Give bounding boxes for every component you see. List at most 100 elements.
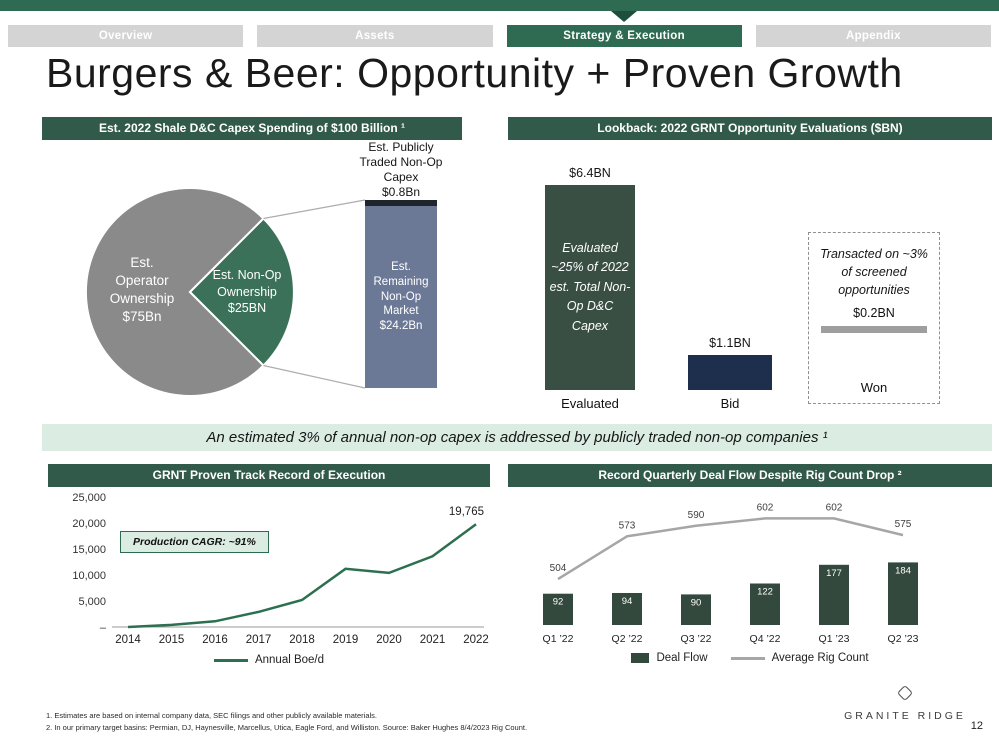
evaluated-category-label: Evaluated [561, 396, 619, 411]
x-tick-label: 2019 [333, 634, 359, 646]
tab-appendix[interactable]: Appendix [755, 25, 991, 47]
rig-count-legend-swatch [730, 656, 765, 660]
y-tick-label: 25,000 [72, 492, 106, 504]
track-record-panel: GRNT Proven Track Record of Execution 25… [48, 464, 490, 666]
remaining-market-callout: Est. Remaining Non-Op Market $24.2Bn [365, 206, 437, 388]
deal-flow-bar [888, 562, 918, 625]
x-tick-label: 2015 [159, 634, 185, 646]
capex-panel: Est. 2022 Shale D&C Capex Spending of $1… [42, 117, 462, 422]
deal-flow-bar-value: 94 [622, 596, 633, 607]
tab-overview[interactable]: Overview [8, 25, 244, 47]
deal-flow-bar [612, 593, 642, 625]
deal-flow-bar [750, 583, 780, 625]
page-title: Burgers & Beer: Opportunity + Proven Gro… [46, 50, 903, 96]
production-line [127, 523, 477, 629]
deal-flow-bar-value: 92 [553, 597, 564, 608]
lookback-chart: $6.4BN Evaluated ~25% of 2022 est. Total… [508, 140, 992, 422]
deal-flow-bar [681, 594, 711, 625]
footnote-2: 2. In our primary target basins: Permian… [46, 722, 528, 732]
y-tick-label: 10,000 [72, 570, 106, 582]
rig-count-value: 602 [826, 502, 843, 513]
deal-flow-bar [819, 564, 849, 625]
tab-assets[interactable]: Assets [257, 25, 493, 47]
publicly-traded-value: $0.8Bn [381, 185, 421, 199]
deal-flow-chart: 92 94 90 122 177 184 504 573 590 602 602 575 Q1 ’22 Q… [508, 487, 992, 664]
x-tick-label: Q1 ’22 [543, 633, 574, 645]
y-tick-label: 20,000 [72, 518, 106, 530]
rig-count-value: 590 [688, 510, 705, 521]
deal-flow-legend: Deal Flow Average Rig Count [508, 652, 992, 664]
x-tick-label: Q3 ’22 [681, 633, 712, 645]
bid-category-label: Bid [720, 396, 740, 411]
annual-boed-legend-label: Annual Boe/d [254, 654, 325, 666]
rig-count-line [557, 517, 904, 581]
top-accent-bar [0, 0, 999, 11]
rig-count-legend-label: Average Rig Count [771, 652, 869, 664]
evaluated-value-label: $6.4BN [569, 166, 611, 180]
x-tick-label: 2021 [420, 634, 446, 646]
deal-flow-bar-value: 184 [895, 565, 911, 576]
y-tick-label: 5,000 [78, 596, 106, 608]
production-line-svg: 25,000 20,000 15,000 10,000 5,000 –2014 2015 20… [72, 492, 489, 646]
x-tick-label: 2020 [376, 634, 402, 646]
deal-flow-legend-swatch [631, 653, 650, 663]
won-value-label: $0.2BN [853, 306, 895, 321]
x-tick-label: 2016 [202, 634, 228, 646]
x-tick-label: 2022 [463, 634, 489, 646]
deal-flow-bar-value: 122 [757, 587, 773, 598]
takeaway-banner: An estimated 3% of annual non-op capex i… [42, 424, 992, 451]
x-tick-label: 2017 [246, 634, 272, 646]
remaining-market-value: $24.2Bn [379, 320, 423, 333]
capex-panel-header: Est. 2022 Shale D&C Capex Spending of $1… [42, 117, 462, 140]
evaluated-bar: Evaluated ~25% of 2022 est. Total Non-Op… [545, 185, 635, 390]
capex-chart: Est. Operator Ownership $75Bn Est. Non-O… [42, 140, 462, 422]
deal-flow-bar-value: 177 [826, 568, 842, 579]
rig-count-value: 602 [757, 502, 774, 513]
annual-boed-legend-swatch [213, 658, 248, 662]
callout-line-top [263, 199, 366, 220]
pie-slice-non-op [188, 217, 295, 367]
cagr-annotation: Production CAGR: ~91% [120, 531, 269, 553]
brand-block: GRANITE RIDGE [840, 684, 970, 722]
y-tick-label: 15,000 [72, 544, 106, 556]
deal-flow-panel: Record Quarterly Deal Flow Despite Rig C… [508, 464, 992, 664]
production-legend: Annual Boe/d [48, 654, 490, 666]
x-tick-label: Q2 ’23 [888, 633, 919, 645]
won-dashed-box: Transacted on ~3% of screened opportunit… [808, 232, 940, 404]
x-tick-label: 2018 [289, 634, 315, 646]
won-bar [821, 326, 927, 333]
deal-flow-combo-svg: 92 94 90 122 177 184 504 573 590 602 602 575 Q1 ’22 Q… [543, 502, 919, 645]
capex-pie-svg [84, 187, 437, 397]
tab-strategy-execution[interactable]: Strategy & Execution [506, 25, 742, 47]
callout-line-bottom [263, 364, 366, 389]
callout-bar-segment-0 [365, 200, 437, 206]
callout-bar-segment-1 [365, 206, 437, 388]
lookback-panel-header: Lookback: 2022 GRNT Opportunity Evaluati… [508, 117, 992, 140]
deal-flow-header: Record Quarterly Deal Flow Despite Rig C… [508, 464, 992, 487]
publicly-traded-callout: Est. Publicly Traded Non-Op Capex $0.8Bn [349, 140, 453, 200]
y-tick-label: – [100, 622, 107, 634]
x-tick-label: Q1 ’23 [819, 633, 850, 645]
active-tab-notch [611, 11, 637, 22]
pie-slice-operator [84, 187, 265, 397]
deal-flow-bar [543, 593, 573, 625]
pie-label-operator: Est. Operator Ownership $75Bn [109, 255, 175, 324]
footnote-1: 1. Estimates are based on internal compa… [46, 711, 378, 720]
evaluated-annotation: Evaluated ~25% of 2022 est. Total Non-Op… [549, 241, 631, 333]
production-chart: 25,000 20,000 15,000 10,000 5,000 –2014 2015 20… [48, 487, 490, 666]
nav-tabs: Overview Assets Strategy & Execution Append… [8, 25, 991, 47]
pie-label-non-op: Est. Non-Op Ownership $25BN [212, 268, 282, 316]
x-tick-label: Q4 ’22 [750, 633, 781, 645]
rig-count-value: 575 [895, 519, 912, 530]
publicly-traded-label: Est. Publicly Traded Non-Op Capex [359, 140, 443, 184]
bid-value-label: $1.1BN [709, 335, 751, 350]
brand-name: GRANITE RIDGE [844, 710, 966, 722]
won-annotation: Transacted on ~3% of screened opportunit… [820, 247, 928, 298]
rig-count-value: 573 [619, 520, 636, 531]
end-value-label: 19,765 [449, 506, 484, 518]
granite-ridge-logo-icon [898, 686, 912, 700]
page-number: 12 [970, 720, 983, 732]
footnotes: 1. Estimates are based on internal compa… [46, 710, 786, 733]
deal-flow-bar-value: 90 [691, 597, 702, 608]
